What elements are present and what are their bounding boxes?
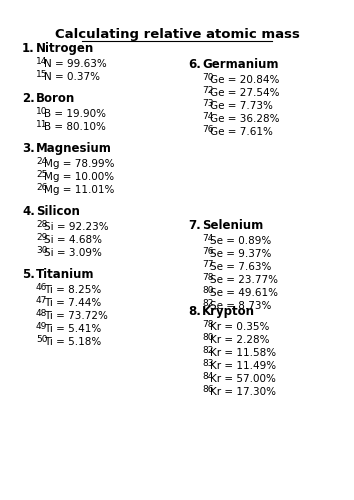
Text: 25: 25 (36, 170, 47, 179)
Text: Ge = 7.73%: Ge = 7.73% (210, 101, 273, 111)
Text: Silicon: Silicon (36, 205, 80, 218)
Text: Si = 4.68%: Si = 4.68% (44, 235, 102, 245)
Text: N = 0.37%: N = 0.37% (44, 72, 101, 82)
Text: B = 80.10%: B = 80.10% (44, 122, 106, 132)
Text: 3.: 3. (22, 142, 35, 155)
Text: 28: 28 (36, 220, 47, 229)
Text: Se = 7.63%: Se = 7.63% (210, 262, 272, 272)
Text: 80: 80 (202, 333, 213, 342)
Text: Ti = 5.18%: Ti = 5.18% (44, 337, 102, 347)
Text: Selenium: Selenium (202, 219, 263, 232)
Text: 80: 80 (202, 286, 213, 295)
Text: Se = 8.73%: Se = 8.73% (210, 301, 272, 311)
Text: B = 19.90%: B = 19.90% (44, 109, 107, 119)
Text: 2.: 2. (22, 92, 35, 105)
Text: Calculating relative atomic mass: Calculating relative atomic mass (55, 28, 299, 41)
Text: Kr = 11.49%: Kr = 11.49% (210, 361, 276, 371)
Text: Nitrogen: Nitrogen (36, 42, 94, 55)
Text: 26: 26 (36, 183, 47, 192)
Text: Kr = 57.00%: Kr = 57.00% (210, 374, 276, 384)
Text: 29: 29 (36, 233, 47, 242)
Text: 4.: 4. (22, 205, 35, 218)
Text: 74: 74 (202, 234, 213, 243)
Text: 76: 76 (202, 125, 213, 134)
Text: Magnesium: Magnesium (36, 142, 112, 155)
Text: 24: 24 (36, 157, 47, 166)
Text: Se = 0.89%: Se = 0.89% (210, 236, 272, 246)
Text: 49: 49 (36, 322, 47, 331)
Text: Mg = 10.00%: Mg = 10.00% (44, 172, 115, 182)
Text: 11: 11 (36, 120, 47, 129)
Text: Ge = 20.84%: Ge = 20.84% (210, 75, 280, 85)
Text: Mg = 78.99%: Mg = 78.99% (44, 159, 115, 169)
Text: Se = 9.37%: Se = 9.37% (210, 249, 272, 259)
Text: 10: 10 (36, 107, 47, 116)
Text: Ge = 27.54%: Ge = 27.54% (210, 88, 280, 98)
Text: Kr = 17.30%: Kr = 17.30% (210, 387, 276, 397)
Text: Kr = 2.28%: Kr = 2.28% (210, 335, 270, 345)
Text: 6.: 6. (188, 58, 201, 71)
Text: 82: 82 (202, 346, 213, 355)
Text: Si = 92.23%: Si = 92.23% (44, 222, 109, 232)
Text: Mg = 11.01%: Mg = 11.01% (44, 185, 115, 195)
Text: Ti = 8.25%: Ti = 8.25% (44, 285, 102, 295)
Text: Se = 23.77%: Se = 23.77% (210, 275, 278, 285)
Text: 84: 84 (202, 372, 213, 381)
Text: 74: 74 (202, 112, 213, 121)
Text: 5.: 5. (22, 268, 35, 281)
Text: Boron: Boron (36, 92, 75, 105)
Text: 83: 83 (202, 359, 213, 368)
Text: 15: 15 (36, 70, 47, 79)
Text: Ge = 36.28%: Ge = 36.28% (210, 114, 280, 124)
Text: 72: 72 (202, 86, 213, 95)
Text: 8.: 8. (188, 305, 201, 318)
Text: 1.: 1. (22, 42, 35, 55)
Text: 86: 86 (202, 385, 213, 394)
Text: Ti = 73.72%: Ti = 73.72% (44, 311, 108, 321)
Text: N = 99.63%: N = 99.63% (44, 59, 107, 69)
Text: 82: 82 (202, 299, 213, 308)
Text: 76: 76 (202, 247, 213, 256)
Text: Ti = 7.44%: Ti = 7.44% (44, 298, 102, 308)
Text: 14: 14 (36, 57, 47, 66)
Text: Titanium: Titanium (36, 268, 95, 281)
Text: 7.: 7. (188, 219, 201, 232)
Text: 30: 30 (36, 246, 47, 255)
Text: 77: 77 (202, 260, 213, 269)
Text: Germanium: Germanium (202, 58, 279, 71)
Text: Kr = 0.35%: Kr = 0.35% (210, 322, 270, 332)
Text: Ti = 5.41%: Ti = 5.41% (44, 324, 102, 334)
Text: Si = 3.09%: Si = 3.09% (44, 248, 102, 258)
Text: 70: 70 (202, 73, 213, 82)
Text: 50: 50 (36, 335, 47, 344)
Text: 46: 46 (36, 283, 47, 292)
Text: 78: 78 (202, 273, 213, 282)
Text: Kr = 11.58%: Kr = 11.58% (210, 348, 276, 358)
Text: Ge = 7.61%: Ge = 7.61% (210, 127, 273, 137)
Text: 73: 73 (202, 99, 213, 108)
Text: Se = 49.61%: Se = 49.61% (210, 288, 278, 298)
Text: 48: 48 (36, 309, 47, 318)
Text: 47: 47 (36, 296, 47, 305)
Text: 78: 78 (202, 320, 213, 329)
Text: Krypton: Krypton (202, 305, 255, 318)
